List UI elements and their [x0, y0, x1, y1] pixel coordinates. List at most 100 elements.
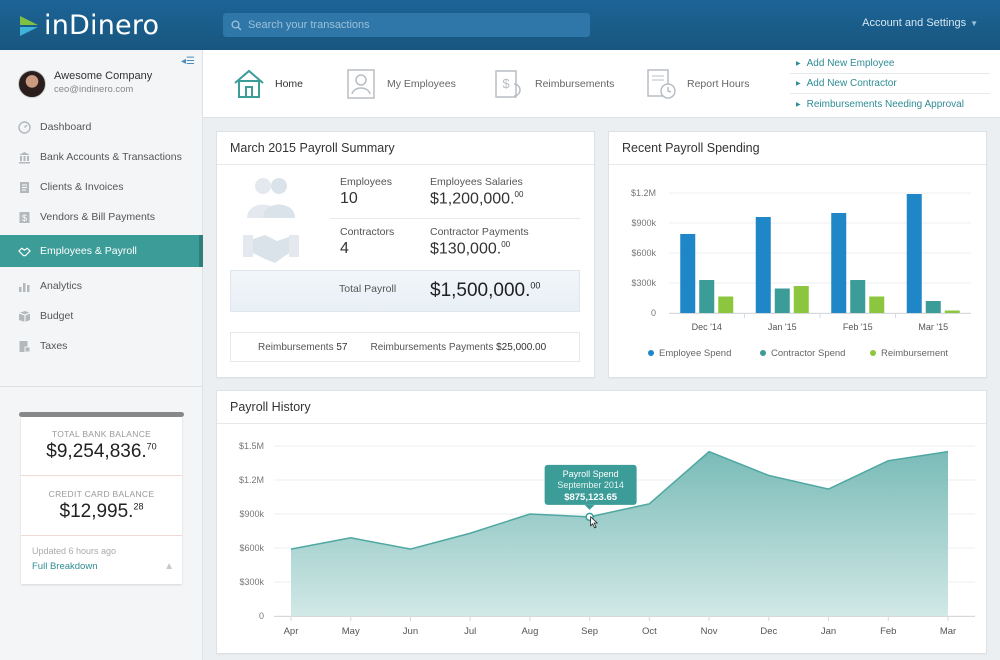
home-icon — [234, 69, 264, 98]
triangle-right-icon: ▶ — [796, 81, 801, 87]
y-tick-label: $900k — [239, 509, 264, 519]
sidebar-item-label: Employees & Payroll — [40, 245, 137, 257]
recent-payroll-spending-card: Recent Payroll Spending 0 $300k $600k $900k… — [608, 131, 987, 378]
search-icon — [231, 19, 242, 30]
sidebar-item-budget[interactable]: Budget — [0, 301, 203, 331]
people-icon — [247, 178, 295, 218]
svg-text:$: $ — [502, 76, 510, 91]
reimbursements-count: 57 — [336, 341, 348, 353]
x-tick-label: Mar '15 — [918, 322, 948, 332]
bank-balance-label: TOTAL BANK BALANCE — [51, 429, 152, 439]
quicknav-reimbursements[interactable]: $ Reimbursements — [493, 68, 614, 100]
contractor-payments-stat: Contractor Payments $130,000.00 — [430, 226, 529, 258]
full-breakdown-link[interactable]: Full Breakdown — [32, 561, 98, 572]
x-tick-label: Sep — [581, 626, 598, 637]
avatar — [18, 70, 46, 98]
x-tick-label: Dec '14 — [692, 322, 722, 332]
tree-icon: ▲ — [164, 561, 174, 572]
add-contractor-link[interactable]: ▶ Add New Contractor — [790, 74, 990, 94]
handshake-icon — [18, 245, 31, 258]
salaries-value: $1,200,000.00 — [430, 190, 524, 208]
report-hours-icon — [647, 69, 676, 99]
quicknav-report-hours[interactable]: Report Hours — [645, 68, 749, 100]
account-settings-menu[interactable]: Account and Settings ▼ — [862, 17, 978, 29]
x-tick-label: Aug — [521, 626, 538, 637]
salaries-stat: Employees Salaries $1,200,000.00 — [430, 176, 523, 208]
bar — [699, 280, 715, 313]
y-tick-label: $1.2M — [631, 188, 656, 198]
tooltip-title: Payroll Spend — [563, 469, 619, 479]
y-tick-label: $900k — [631, 218, 656, 228]
invoice-icon — [18, 181, 31, 194]
y-tick-label: $300k — [239, 577, 264, 587]
quick-links: ▶ Add New Employee ▶ Add New Contractor ▶ R… — [790, 54, 990, 114]
quicknav-my-employees[interactable]: My Employees — [345, 68, 456, 100]
y-tick-label: $300k — [631, 278, 656, 288]
sidebar-item-employees-payroll[interactable]: Employees & Payroll — [0, 235, 203, 267]
company-profile[interactable]: Awesome Company ceo@indinero.com — [18, 70, 152, 98]
bar — [850, 280, 866, 313]
sidebar: ◂☰ Awesome Company ceo@indinero.com Dash… — [0, 50, 203, 660]
card-title: Recent Payroll Spending — [609, 132, 986, 165]
sidebar-item-bank-accounts[interactable]: Bank Accounts & Transactions — [0, 142, 203, 172]
sidebar-item-vendors-bills[interactable]: $ Vendors & Bill Payments — [0, 202, 203, 232]
legend-label: Employee Spend — [659, 348, 731, 359]
employee-card-icon — [347, 69, 375, 99]
tax-icon — [18, 340, 31, 353]
balance-widget: TOTAL BANK BALANCE $9,254,836.70 CREDIT … — [19, 412, 184, 584]
updated-timestamp: Updated 6 hours ago — [32, 546, 117, 556]
triangle-right-icon: ▶ — [796, 101, 801, 108]
x-tick-label: Jun — [403, 626, 418, 637]
x-tick-label: Nov — [701, 626, 718, 637]
y-tick-label: 0 — [259, 611, 264, 621]
y-tick-label: $1.5M — [239, 441, 264, 451]
x-tick-label: Mar — [940, 626, 956, 637]
y-tick-label: $1.2M — [239, 475, 264, 485]
legend-dot — [648, 350, 654, 356]
search-input[interactable] — [248, 19, 568, 31]
y-tick-label: $600k — [239, 543, 264, 553]
legend-dot — [870, 350, 876, 356]
handshake-icon — [243, 235, 299, 263]
reimbursements-label: Reimbursements — [258, 341, 334, 353]
total-payroll-label: Total Payroll — [339, 283, 397, 295]
sidebar-item-taxes[interactable]: Taxes — [0, 331, 203, 361]
hand-cursor-icon — [590, 515, 599, 529]
tooltip-value: $875,123.65 — [564, 492, 618, 503]
salaries-label: Employees Salaries — [430, 176, 523, 188]
sidebar-item-analytics[interactable]: Analytics — [0, 271, 203, 301]
legend-label: Reimbursement — [881, 348, 948, 359]
sidebar-item-dashboard[interactable]: Dashboard — [0, 112, 203, 142]
employees-label: Employees — [340, 176, 392, 188]
reimbursements-approval-link[interactable]: ▶ Reimbursements Needing Approval — [796, 98, 964, 110]
x-tick-label: Oct — [642, 626, 657, 637]
add-employee-link[interactable]: ▶ Add New Employee — [790, 54, 990, 74]
quicknav-label: Report Hours — [687, 78, 750, 90]
x-tick-label: Jan — [821, 626, 836, 637]
y-tick-label: 0 — [651, 308, 656, 318]
employees-stat: Employees 10 — [340, 176, 392, 208]
tooltip-arrow — [584, 504, 595, 510]
caret-down-icon: ▼ — [970, 19, 978, 28]
x-tick-label: Dec — [760, 626, 777, 637]
x-tick-label: Jul — [464, 626, 476, 637]
bar — [793, 286, 809, 313]
y-tick-label: $600k — [631, 248, 656, 258]
company-name: Awesome Company — [54, 70, 153, 82]
collapse-sidebar-icon[interactable]: ◂☰ — [181, 56, 195, 67]
reimbursements-summary: Reimbursements 57 Reimbursements Payment… — [230, 332, 580, 362]
quicknav-home[interactable]: Home — [233, 68, 303, 100]
app-logo[interactable]: inDinero — [18, 10, 159, 41]
bank-icon — [18, 151, 31, 164]
top-bar: inDinero Account and Settings▼ — [0, 0, 1000, 50]
bar — [869, 296, 885, 313]
triangle-right-icon: ▶ — [796, 61, 801, 67]
quicknav-label: My Employees — [387, 78, 456, 90]
search-box[interactable] — [223, 13, 590, 37]
contractor-payments-label: Contractor Payments — [430, 226, 529, 238]
credit-balance-label: CREDIT CARD BALANCE — [48, 489, 155, 499]
x-tick-label: Apr — [284, 626, 299, 637]
sidebar-item-label: Analytics — [40, 280, 83, 292]
sidebar-item-clients-invoices[interactable]: Clients & Invoices — [0, 172, 203, 202]
reimbursement-icon: $ — [495, 70, 521, 98]
